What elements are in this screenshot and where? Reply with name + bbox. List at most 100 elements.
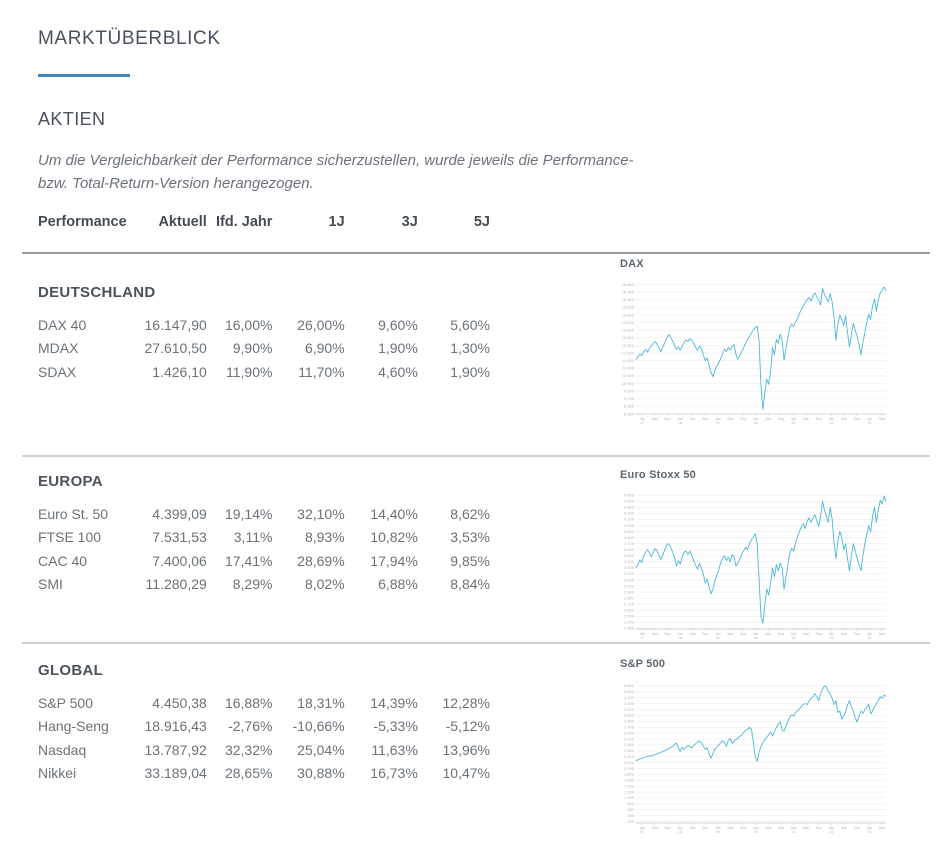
svg-text:2.900: 2.900	[624, 589, 635, 594]
chart-line	[635, 286, 887, 410]
svg-text:11.000: 11.000	[622, 366, 635, 371]
group-deutschland: DEUTSCHLAND DAX 40 16.147,90 16,00% 26,00% 9,…	[38, 284, 490, 384]
svg-text:2.800: 2.800	[624, 742, 635, 747]
table-row: MDAX 27.610,50 9,90% 6,90% 1,90% 1,30%	[38, 337, 490, 361]
svg-text:Mai: Mai	[803, 826, 809, 830]
index-label: SDAX	[38, 363, 77, 380]
svg-text:2.200: 2.200	[624, 760, 635, 765]
svg-text:4.200: 4.200	[624, 511, 635, 516]
svg-text:4.400: 4.400	[624, 695, 635, 700]
value-cell: -5,12%	[445, 718, 490, 735]
svg-text:2.700: 2.700	[624, 601, 635, 606]
value-cell: 4.399,09	[152, 505, 207, 522]
value-cell: 1.426,10	[152, 363, 207, 380]
svg-text:Sep: Sep	[664, 417, 670, 421]
svg-text:15.500: 15.500	[622, 297, 635, 302]
svg-text:4.500: 4.500	[624, 493, 635, 498]
svg-text:2.400: 2.400	[624, 620, 635, 625]
svg-text:2.600: 2.600	[624, 608, 635, 613]
svg-text:3.200: 3.200	[624, 730, 635, 735]
svg-text:Sep: Sep	[816, 826, 822, 830]
value-cell: 13,96%	[442, 741, 490, 758]
value-cell: 9,85%	[450, 552, 490, 569]
value-cell: 8,02%	[304, 576, 345, 593]
svg-text:3.700: 3.700	[624, 541, 635, 546]
svg-text:Sep: Sep	[702, 826, 708, 830]
value-cell: 11,63%	[371, 741, 418, 758]
svg-text:Sep: Sep	[778, 826, 784, 830]
svg-text:Mai: Mai	[879, 632, 885, 636]
svg-text:15.000: 15.000	[622, 305, 635, 310]
value-cell: 18.916,43	[144, 718, 207, 735]
value-cell: 16,00%	[224, 316, 273, 333]
value-cell: -10,66%	[292, 718, 345, 735]
value-cell: 16,73%	[370, 765, 418, 782]
section-heading-aktien: AKTIEN	[38, 109, 106, 129]
svg-text:12.500: 12.500	[622, 343, 635, 348]
col-header-ifd-jahr: Ifd. Jahr	[216, 214, 273, 230]
index-label: Nikkei	[38, 765, 77, 782]
svg-text:1.000: 1.000	[624, 795, 635, 800]
value-cell: 9,90%	[232, 340, 273, 357]
svg-text:16.000: 16.000	[622, 289, 635, 294]
value-cell: 3,11%	[233, 529, 273, 546]
svg-text:Mai: Mai	[879, 417, 885, 421]
svg-text:Sep: Sep	[740, 826, 746, 830]
col-header-performance: Performance	[38, 214, 127, 230]
svg-text:Sep: Sep	[854, 417, 860, 421]
svg-text:2.300: 2.300	[624, 626, 635, 631]
disclaimer-line-1: Um die Vergleichbarkeit der Performance …	[38, 152, 634, 169]
svg-text:12.000: 12.000	[622, 350, 635, 355]
svg-text:Mai: Mai	[841, 826, 847, 830]
svg-text:Sep: Sep	[664, 632, 670, 636]
svg-text:10.500: 10.500	[622, 373, 635, 378]
svg-text:3.800: 3.800	[624, 713, 635, 718]
svg-text:Mai: Mai	[803, 417, 809, 421]
chart-line	[635, 495, 887, 624]
svg-text:Mai: Mai	[690, 417, 696, 421]
header-divider	[22, 252, 930, 254]
value-cell: 19,14%	[224, 505, 273, 522]
value-cell: 17,94%	[370, 552, 418, 569]
value-cell: 13.787,92	[144, 741, 207, 758]
sp-500-chart: S&P 500 4.800 4.600 4.400 4.200 4.000 3.800 3.6…	[618, 658, 898, 839]
value-cell: 32,32%	[224, 741, 273, 758]
group-title: GLOBAL	[38, 662, 104, 679]
svg-text:600: 600	[627, 807, 634, 812]
index-label: Nasdaq	[38, 741, 87, 758]
table-row: SMI 11.280,29 8,29% 8,02% 6,88% 8,84%	[38, 573, 490, 597]
svg-text:13.000: 13.000	[622, 335, 635, 340]
svg-text:4.000: 4.000	[624, 523, 635, 528]
value-cell: 16.147,90	[144, 316, 207, 333]
svg-text:4.200: 4.200	[624, 701, 635, 706]
svg-text:8.500: 8.500	[624, 404, 635, 409]
svg-text:Mai: Mai	[765, 632, 771, 636]
value-cell: -2,76%	[228, 718, 273, 735]
value-cell: 26,00%	[297, 316, 345, 333]
disclaimer-line-2: bzw. Total-Return-Version herangezogen.	[38, 175, 314, 192]
svg-text:Mai: Mai	[879, 826, 885, 830]
index-label: Euro St. 50	[38, 505, 109, 522]
svg-text:3.400: 3.400	[624, 559, 635, 564]
page-title: MARKTÜBERBLICK	[38, 28, 221, 49]
value-cell: 28,69%	[297, 552, 345, 569]
dax-chart: DAX 16.500 16.000 15.500 15.000 14.500 14.000 1…	[618, 258, 898, 430]
value-cell: 32,10%	[297, 505, 345, 522]
value-cell: 4.450,38	[152, 694, 207, 711]
svg-text:3.600: 3.600	[624, 719, 635, 724]
svg-text:3.500: 3.500	[624, 553, 635, 558]
value-cell: 11.280,29	[145, 576, 207, 593]
svg-text:Mai: Mai	[690, 826, 696, 830]
table-row: FTSE 100 7.531,53 3,11% 8,93% 10,82% 3,53%	[38, 526, 490, 550]
col-header-5j: 5J	[473, 214, 490, 230]
